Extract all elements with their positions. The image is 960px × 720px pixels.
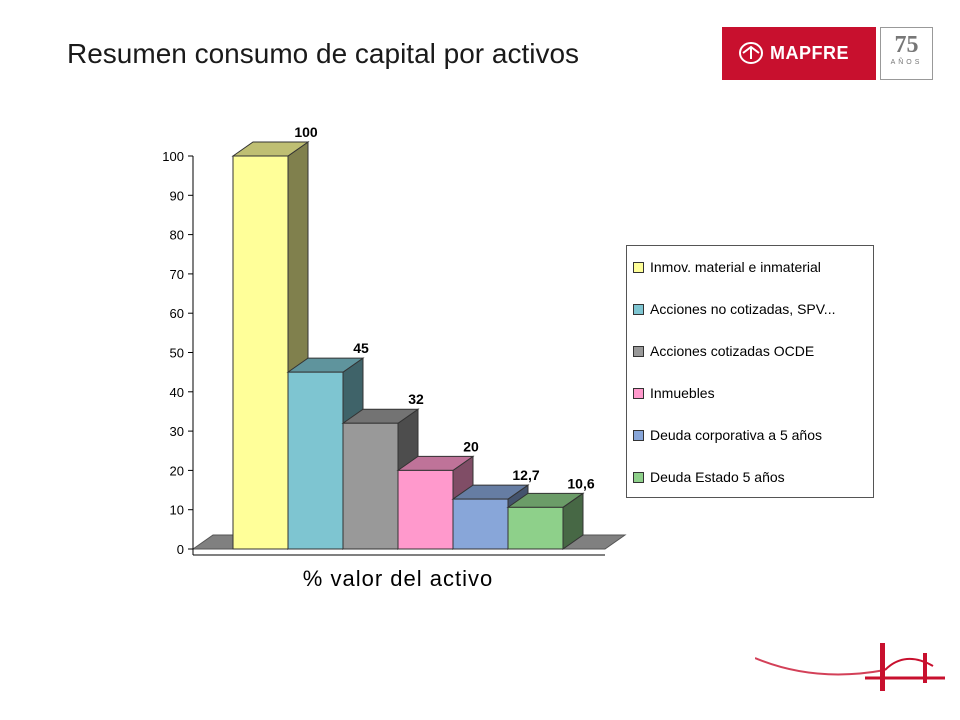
y-tick-label: 0 xyxy=(177,542,184,557)
bar-front xyxy=(452,498,509,550)
bar xyxy=(231,141,310,550)
bar-front xyxy=(342,422,399,550)
brand-name: MAPFRE xyxy=(770,43,849,63)
y-tick-label: 80 xyxy=(170,228,184,243)
legend-label: Deuda corporativa a 5 años xyxy=(650,427,822,443)
data-label: 12,7 xyxy=(512,467,539,483)
anniversary-logo: 75 AÑOS xyxy=(880,27,933,80)
y-tick-label: 70 xyxy=(170,267,184,282)
legend-label: Deuda Estado 5 años xyxy=(650,469,785,485)
bar-front xyxy=(232,155,289,550)
chart-legend: Inmov. material e inmaterial Acciones no … xyxy=(626,245,874,498)
legend-label: Acciones cotizadas OCDE xyxy=(650,343,815,359)
data-label: 20 xyxy=(463,438,479,454)
data-label: 100 xyxy=(294,124,318,140)
data-label: 10,6 xyxy=(567,475,594,491)
bar xyxy=(506,492,585,550)
data-label: 45 xyxy=(353,340,369,356)
bar-front xyxy=(397,469,454,550)
anniversary-text: AÑOS xyxy=(890,59,923,66)
y-tick-label: 90 xyxy=(170,188,184,203)
mapfre-emblem-icon xyxy=(739,42,763,64)
legend-label: Acciones no cotizadas, SPV... xyxy=(650,301,836,317)
bar-front xyxy=(287,371,344,550)
anniversary-number: 75 xyxy=(894,32,919,58)
bridge-icon xyxy=(755,643,945,691)
legend-swatch xyxy=(633,387,644,399)
y-tick-label: 60 xyxy=(170,306,184,321)
legend-swatch xyxy=(633,261,644,273)
legend-swatch xyxy=(633,303,644,315)
data-label: 32 xyxy=(408,391,424,407)
y-tick-label: 30 xyxy=(170,424,184,439)
legend-item: Inmov. material e inmaterial xyxy=(633,257,821,277)
legend-item: Deuda Estado 5 años xyxy=(633,467,785,487)
y-tick-label: 10 xyxy=(170,503,184,518)
y-tick-label: 40 xyxy=(170,385,184,400)
page-title: Resumen consumo de capital por activos xyxy=(67,38,580,69)
legend-item: Deuda corporativa a 5 años xyxy=(633,425,822,445)
mapfre-logo: MAPFRE xyxy=(722,27,876,80)
legend-swatch xyxy=(633,345,644,357)
legend-label: Inmuebles xyxy=(650,385,715,401)
legend-label: Inmov. material e inmaterial xyxy=(650,259,821,275)
legend-swatch xyxy=(633,471,644,483)
y-tick-label: 100 xyxy=(162,149,184,164)
legend-item: Acciones no cotizadas, SPV... xyxy=(633,299,835,319)
legend-item: Inmuebles xyxy=(633,383,715,403)
y-tick-label: 50 xyxy=(170,346,184,361)
legend-swatch xyxy=(633,429,644,441)
legend-item: Acciones cotizadas OCDE xyxy=(633,341,814,361)
y-tick-label: 20 xyxy=(170,463,184,478)
x-axis-label: % valor del activo xyxy=(303,566,493,591)
bar-front xyxy=(507,506,564,550)
